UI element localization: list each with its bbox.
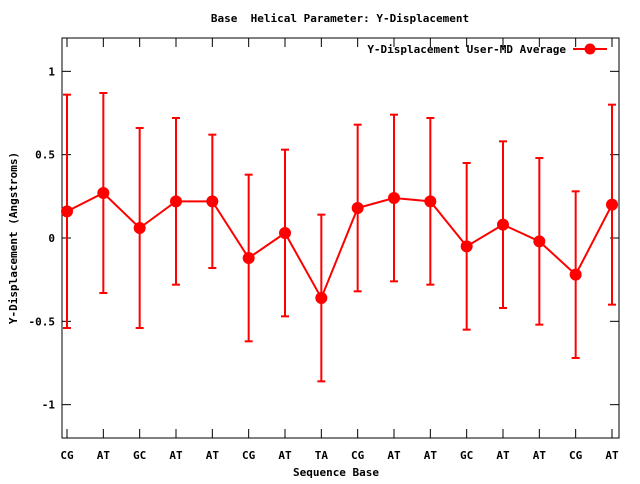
x-tick-label: AT <box>605 449 619 462</box>
data-point <box>279 227 291 239</box>
data-point <box>424 195 437 208</box>
x-tick-label: AT <box>424 449 438 462</box>
x-tick-label: AT <box>496 449 510 462</box>
data-point <box>388 192 400 204</box>
data-point <box>497 218 509 231</box>
data-point <box>133 222 146 234</box>
x-tick-label: GC <box>133 449 146 462</box>
x-tick-label: AT <box>206 449 220 462</box>
x-tick-label: CG <box>60 449 74 462</box>
data-point <box>61 205 73 218</box>
x-tick-label: GC <box>460 449 473 462</box>
x-axis-label: Sequence Base <box>293 466 379 479</box>
y-tick-label: -1 <box>42 399 56 412</box>
data-point <box>569 268 582 281</box>
x-tick-label: TA <box>315 449 329 462</box>
legend-series-label: Y-Displacement User-MD Average <box>367 43 566 56</box>
y-tick-label: 1 <box>48 65 55 78</box>
data-point <box>460 240 473 253</box>
data-point <box>97 187 110 199</box>
legend: Y-Displacement User-MD Average <box>367 43 607 56</box>
series-line <box>66 191 613 301</box>
x-axis-ticks: CG AT GC AT AT CG AT TA CG AT AT GC AT AT CG AT <box>60 38 619 462</box>
data-point <box>206 195 219 208</box>
data-point <box>606 198 618 211</box>
x-tick-label: AT <box>97 449 111 462</box>
legend-series-marker <box>584 43 596 55</box>
y-tick-label: 0 <box>48 232 55 245</box>
data-points <box>61 187 618 304</box>
y-axis-ticks: -1 -0.5 0 0.5 1 <box>29 65 619 412</box>
x-tick-label: AT <box>278 449 292 462</box>
x-tick-label: CG <box>569 449 583 462</box>
y-tick-label: 0.5 <box>35 149 55 162</box>
data-point <box>170 195 182 208</box>
data-point <box>315 292 328 304</box>
error-bars <box>63 92 616 383</box>
data-point <box>351 202 364 214</box>
y-tick-label: -0.5 <box>29 315 56 328</box>
data-point <box>242 252 255 264</box>
chart-title: Base Helical Parameter: Y-Displacement <box>211 12 469 25</box>
x-tick-label: AT <box>169 449 183 462</box>
x-tick-label: AT <box>387 449 401 462</box>
data-point <box>533 235 546 248</box>
y-axis-label: Y-Displacement (Angstroms) <box>7 152 20 324</box>
x-tick-label: CG <box>351 449 365 462</box>
x-tick-label: CG <box>242 449 256 462</box>
x-tick-label: AT <box>533 449 547 462</box>
